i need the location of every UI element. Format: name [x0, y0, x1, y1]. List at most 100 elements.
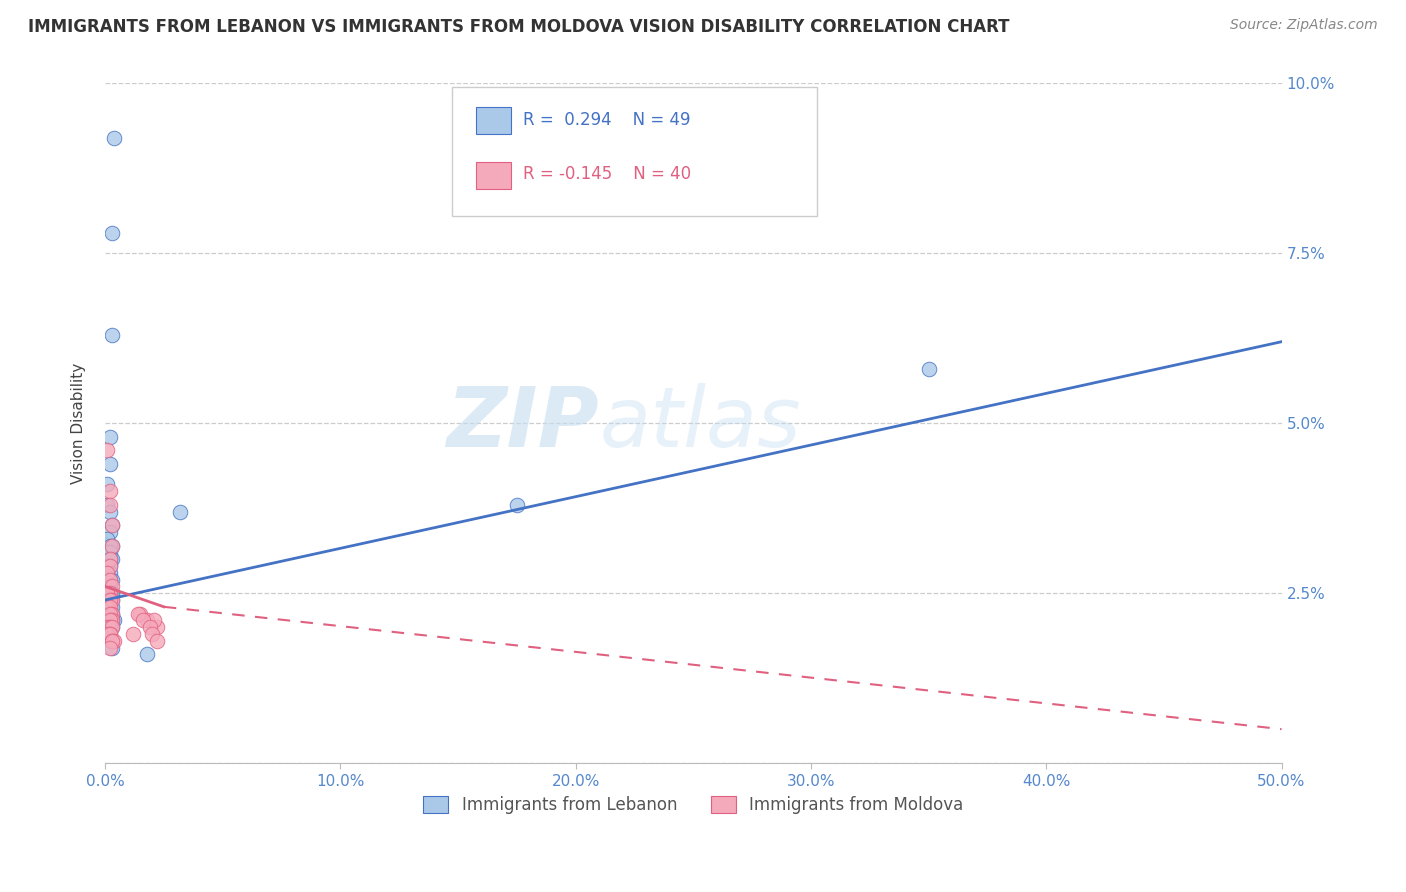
Point: [96, 627, 118, 641]
Point: [101, 640, 124, 655]
Point: [101, 633, 124, 648]
Point: [98, 599, 121, 614]
Point: [96, 607, 118, 621]
Point: [96, 579, 118, 593]
Point: [98, 524, 121, 539]
Point: [138, 620, 160, 634]
Point: [101, 539, 124, 553]
Point: [96, 532, 118, 546]
Point: [96, 627, 118, 641]
Point: [98, 614, 121, 628]
Point: [101, 539, 124, 553]
Point: [101, 614, 124, 628]
Point: [101, 327, 124, 342]
Point: [101, 586, 124, 600]
Point: [101, 579, 124, 593]
Point: [96, 620, 118, 634]
Point: [98, 614, 121, 628]
Point: [101, 518, 124, 533]
Point: [101, 593, 124, 607]
Point: [96, 599, 118, 614]
Y-axis label: Vision Disability: Vision Disability: [72, 363, 86, 483]
Point: [98, 607, 121, 621]
Bar: [475, 161, 510, 189]
Point: [101, 620, 124, 634]
Point: [98, 573, 121, 587]
Point: [98, 539, 121, 553]
Legend: Immigrants from Lebanon, Immigrants from Moldova: Immigrants from Lebanon, Immigrants from…: [415, 788, 972, 822]
Point: [98, 552, 121, 566]
Point: [103, 131, 125, 145]
Point: [917, 362, 939, 376]
Point: [98, 573, 121, 587]
Point: [136, 648, 159, 662]
Point: [101, 586, 124, 600]
Point: [141, 627, 163, 641]
Point: [96, 477, 118, 491]
Text: R = -0.145    N = 40: R = -0.145 N = 40: [523, 165, 690, 183]
Point: [101, 552, 124, 566]
Point: [101, 620, 124, 634]
Point: [101, 599, 124, 614]
Text: ZIP: ZIP: [447, 383, 599, 464]
Point: [506, 498, 529, 512]
Point: [101, 614, 124, 628]
Point: [98, 607, 121, 621]
Point: [98, 586, 121, 600]
Point: [101, 607, 124, 621]
Point: [98, 430, 121, 444]
Point: [98, 633, 121, 648]
Point: [96, 559, 118, 574]
Text: atlas: atlas: [599, 383, 801, 464]
Point: [98, 566, 121, 580]
Point: [98, 498, 121, 512]
Point: [98, 620, 121, 634]
Bar: [475, 107, 510, 135]
Point: [169, 505, 191, 519]
Point: [101, 593, 124, 607]
Text: R =  0.294    N = 49: R = 0.294 N = 49: [523, 111, 690, 128]
Point: [145, 633, 167, 648]
Point: [98, 586, 121, 600]
Point: [96, 599, 118, 614]
Point: [98, 457, 121, 471]
Point: [101, 633, 124, 648]
Point: [96, 586, 118, 600]
Point: [98, 627, 121, 641]
Point: [98, 579, 121, 593]
Point: [145, 620, 167, 634]
Point: [96, 545, 118, 559]
Text: Source: ZipAtlas.com: Source: ZipAtlas.com: [1230, 18, 1378, 32]
Point: [98, 599, 121, 614]
Point: [96, 443, 118, 458]
FancyBboxPatch shape: [453, 87, 817, 216]
Point: [98, 620, 121, 634]
Point: [101, 518, 124, 533]
Point: [122, 627, 145, 641]
Point: [101, 607, 124, 621]
Point: [96, 566, 118, 580]
Point: [101, 226, 124, 240]
Point: [127, 607, 149, 621]
Point: [98, 593, 121, 607]
Point: [98, 593, 121, 607]
Point: [103, 614, 125, 628]
Point: [136, 614, 159, 628]
Point: [101, 573, 124, 587]
Point: [143, 614, 166, 628]
Point: [98, 545, 121, 559]
Point: [98, 627, 121, 641]
Point: [129, 607, 152, 621]
Point: [103, 633, 125, 648]
Point: [98, 552, 121, 566]
Point: [96, 498, 118, 512]
Text: IMMIGRANTS FROM LEBANON VS IMMIGRANTS FROM MOLDOVA VISION DISABILITY CORRELATION: IMMIGRANTS FROM LEBANON VS IMMIGRANTS FR…: [28, 18, 1010, 36]
Point: [98, 505, 121, 519]
Point: [98, 559, 121, 574]
Point: [98, 484, 121, 499]
Point: [98, 559, 121, 574]
Point: [98, 640, 121, 655]
Point: [96, 627, 118, 641]
Point: [131, 614, 153, 628]
Point: [98, 593, 121, 607]
